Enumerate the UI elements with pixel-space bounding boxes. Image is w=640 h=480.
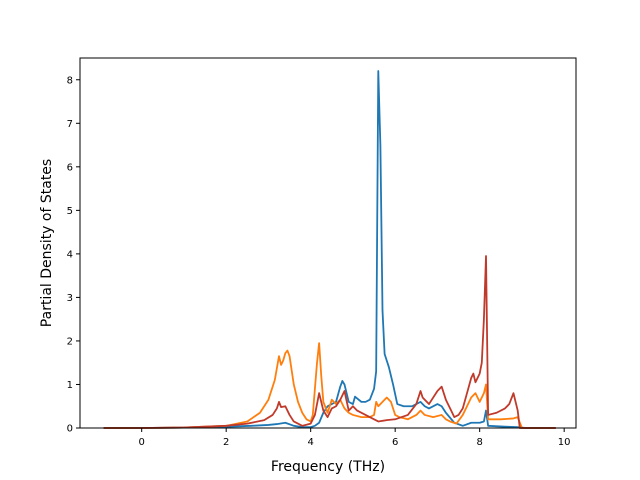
y-axis-label: Partial Density of States — [39, 159, 55, 327]
y-tick-label: 5 — [67, 206, 73, 217]
series-layer — [103, 70, 556, 429]
y-axis: 0 1 2 3 4 5 6 7 8 — [67, 75, 80, 435]
y-tick-label: 8 — [67, 75, 73, 86]
y-tick-label: 7 — [67, 119, 73, 130]
x-tick-label: 8 — [476, 437, 482, 448]
y-tick-label: 6 — [67, 162, 73, 173]
series-line-2 — [103, 342, 556, 429]
y-tick-label: 2 — [67, 336, 73, 347]
x-tick-label: 2 — [223, 437, 229, 448]
x-tick-label: 10 — [558, 437, 571, 448]
y-tick-label: 4 — [67, 249, 73, 260]
y-tick-label: 1 — [67, 380, 73, 391]
x-tick-label: 6 — [392, 437, 398, 448]
x-axis: 0 2 4 6 8 10 — [138, 428, 571, 448]
x-tick-label: 4 — [307, 437, 313, 448]
x-axis-label: Frequency (THz) — [271, 459, 385, 475]
y-tick-label: 3 — [67, 293, 73, 304]
y-tick-label: 0 — [67, 424, 73, 435]
series-line-3 — [103, 255, 556, 429]
series-line-1 — [103, 70, 556, 429]
x-tick-label: 0 — [138, 437, 144, 448]
plot-frame — [79, 57, 577, 429]
